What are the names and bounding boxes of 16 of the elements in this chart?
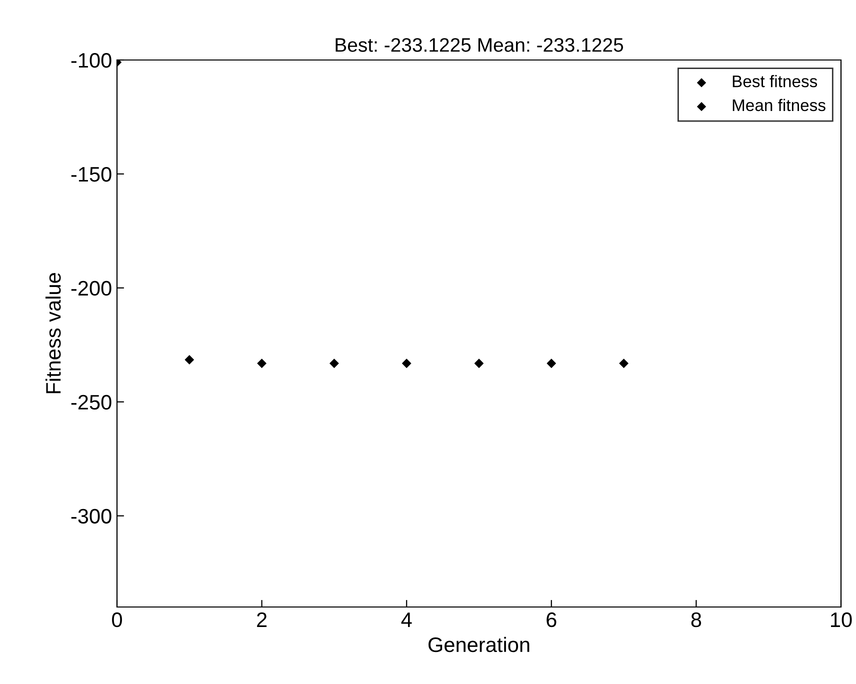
y-tick-label: -250: [71, 394, 112, 410]
x-tick-label: 8: [691, 612, 702, 628]
y-tick-label: -150: [71, 166, 112, 182]
x-tick-label: 4: [401, 612, 412, 627]
y-tick-label: -100: [71, 53, 112, 68]
chart-title: Best: -233.1225 Mean: -233.1225: [336, 38, 624, 52]
y-tick-label: -300: [71, 508, 112, 524]
x-tick-label: 0: [112, 612, 122, 628]
legend-label: Best fitness: [732, 75, 818, 88]
legend-label: Mean fitness: [732, 98, 826, 112]
x-tick-label: 6: [546, 612, 556, 628]
x-tick-label: 10: [831, 612, 852, 628]
x-axis-title: Generation: [428, 636, 530, 652]
x-tick-label: 2: [257, 612, 267, 627]
y-axis-title: Fitness value: [45, 273, 61, 394]
y-tick-label: -200: [71, 280, 112, 296]
